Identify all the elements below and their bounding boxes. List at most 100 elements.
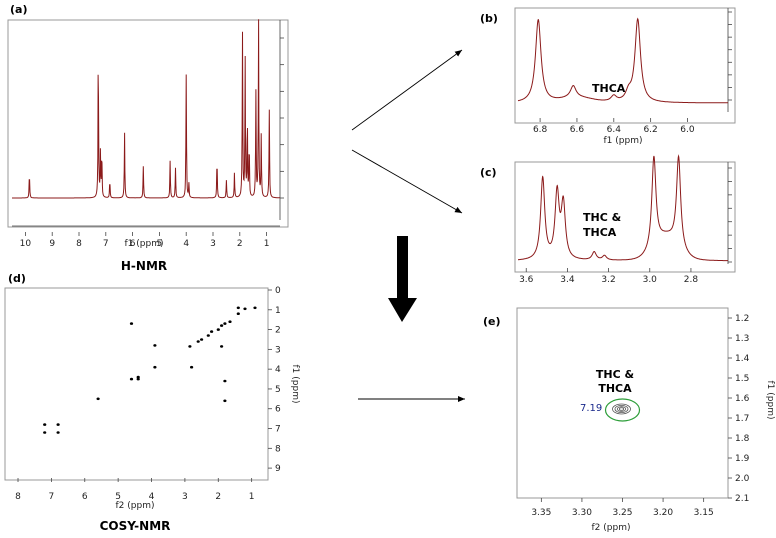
panel-e-ylabel: f1 (ppm) <box>765 381 775 420</box>
panel-c-xtick-label: 3.6 <box>519 275 534 285</box>
cosy-crosspeak <box>220 345 224 348</box>
panel-d-ytick-label: 3 <box>275 345 281 355</box>
cosy-crosspeak <box>223 399 227 403</box>
panel-e-xlabel: f2 (ppm) <box>592 523 631 533</box>
cosy-crosspeak <box>56 431 60 434</box>
panel-a-xtick-label: 8 <box>76 239 82 249</box>
panel-e-label: (e) <box>483 315 501 328</box>
cosy-crosspeak <box>243 307 247 311</box>
panel-e: 3.35 3.30 3.25 3.20 3.15 1.21.31.41.51.61.71… <box>483 307 775 533</box>
cosy-crosspeak <box>43 423 47 426</box>
panel-d-ytick-label: 7 <box>275 425 281 435</box>
panel-b-frame <box>514 7 736 124</box>
panel-c-spectrum <box>518 154 728 262</box>
panel-e-annotation-line1: THC & <box>596 368 635 381</box>
cosy-crosspeak <box>200 338 204 341</box>
big-down-arrow <box>388 236 417 322</box>
panel-c-xtick-label: 3.0 <box>643 275 658 285</box>
cosy-crosspeak <box>188 345 192 348</box>
cosy-crosspeak <box>56 423 60 426</box>
panel-e-ytick-label: 1.9 <box>735 454 750 464</box>
panel-b-spectrum <box>517 17 728 104</box>
panel-c-yticks <box>728 167 732 263</box>
panel-e-xtick-label: 3.30 <box>572 508 592 518</box>
panel-c-label: (c) <box>480 166 497 179</box>
cosy-crosspeak <box>136 377 140 381</box>
cosy-crosspeak <box>129 322 134 325</box>
panel-e-ytick-label: 1.4 <box>735 354 750 364</box>
panel-e-crosspeak <box>604 398 641 422</box>
panel-e-xtick-label: 3.20 <box>653 508 673 518</box>
panel-d-yticks: 0 1 2 3 4 5 6 7 8 9 <box>268 286 281 474</box>
panel-d-frame <box>4 287 269 481</box>
panel-d-xtick-label: 6 <box>82 492 88 502</box>
panel-e-ytick-label: 1.2 <box>735 314 749 324</box>
panel-d-ytick-label: 9 <box>275 464 281 474</box>
panel-a-xtick-label: 1 <box>264 239 270 249</box>
cosy-crosspeak <box>210 330 214 333</box>
cosy-crosspeak <box>206 334 210 337</box>
panel-c-xticks: 3.6 3.4 3.2 3.0 2.8 <box>519 268 698 285</box>
panel-a-xticks: 10 9 8 7 6 5 4 3 2 1 <box>12 225 280 249</box>
contour-ring <box>612 403 631 415</box>
cosy-crosspeak <box>129 377 134 381</box>
panel-e-ytick-label: 1.8 <box>735 434 750 444</box>
panel-a-xtick-label: 3 <box>210 239 216 249</box>
panel-c: 3.6 3.4 3.2 3.0 2.8 (c) THC & THCA <box>480 154 736 285</box>
panel-a-caption: H-NMR <box>121 259 167 273</box>
panel-c-xtick-label: 3.2 <box>601 275 615 285</box>
panel-a-frame <box>7 19 289 228</box>
arrows <box>351 49 465 402</box>
panel-a-xtick-label: 7 <box>103 239 109 249</box>
cosy-crosspeak <box>253 306 257 310</box>
cosy-crosspeak <box>136 375 140 379</box>
panel-b-xtick-label: 6.6 <box>570 125 585 135</box>
panel-a-label: (a) <box>10 3 27 16</box>
panel-a-xtick-label: 4 <box>183 239 189 249</box>
panel-b-xlabel: f1 (ppm) <box>604 136 643 146</box>
panel-d-xticks: 8 7 6 5 4 3 2 1 <box>15 478 255 502</box>
panel-b-yticks <box>728 11 732 101</box>
panel-d-xtick-label: 5 <box>115 492 121 502</box>
contour-ring <box>616 406 627 412</box>
panel-a-xlabel: f1 (ppm) <box>125 239 164 249</box>
cosy-crosspeak <box>196 340 200 343</box>
panel-e-ytick-label: 1.6 <box>735 394 750 404</box>
contour-ring <box>614 404 629 413</box>
arrow-to-b <box>351 49 463 131</box>
panel-c-frame <box>514 161 736 273</box>
panel-d-xtick-label: 1 <box>249 492 255 502</box>
panel-d-xtick-label: 4 <box>149 492 155 502</box>
panel-e-ytick-label: 1.7 <box>735 414 749 424</box>
panel-e-frame <box>516 307 729 499</box>
panel-a-xtick-label: 6 <box>130 239 136 249</box>
panel-d-ytick-label: 8 <box>275 444 281 454</box>
panel-d-ytick-label: 1 <box>275 306 281 316</box>
panel-c-annotation-line1: THC & <box>583 211 622 224</box>
cosy-crosspeak <box>236 312 240 316</box>
panel-b-xtick-label: 6.0 <box>680 125 695 135</box>
panel-d-ytick-label: 4 <box>275 365 281 375</box>
panel-b-xtick-label: 6.8 <box>533 125 548 135</box>
highlight-circle <box>604 398 641 422</box>
panel-d-ylabel: f1 (ppm) <box>290 365 300 404</box>
panel-e-ytick-label: 2.1 <box>735 494 749 504</box>
panel-a-xtick-label: 5 <box>157 239 163 249</box>
cosy-crosspeak <box>236 306 240 310</box>
panel-d-xtick-label: 7 <box>49 492 55 502</box>
panel-d-xtick-label: 2 <box>215 492 221 502</box>
cosy-crosspeak <box>153 344 157 347</box>
panel-a-xtick-label: 2 <box>237 239 243 249</box>
cosy-crosspeak <box>223 379 227 383</box>
panel-e-xtick-label: 3.35 <box>531 508 551 518</box>
cosy-crosspeak <box>223 322 227 325</box>
panel-a-xtick-label: 10 <box>20 239 32 249</box>
panel-e-xtick-label: 3.15 <box>694 508 714 518</box>
cosy-crosspeak <box>220 324 224 327</box>
panel-d-ytick-label: 5 <box>275 385 281 395</box>
cosy-crosspeak <box>190 365 194 369</box>
cosy-crosspeak <box>153 365 157 369</box>
panel-d-ytick-label: 2 <box>275 326 281 336</box>
panel-d-ytick-label: 6 <box>275 405 281 415</box>
